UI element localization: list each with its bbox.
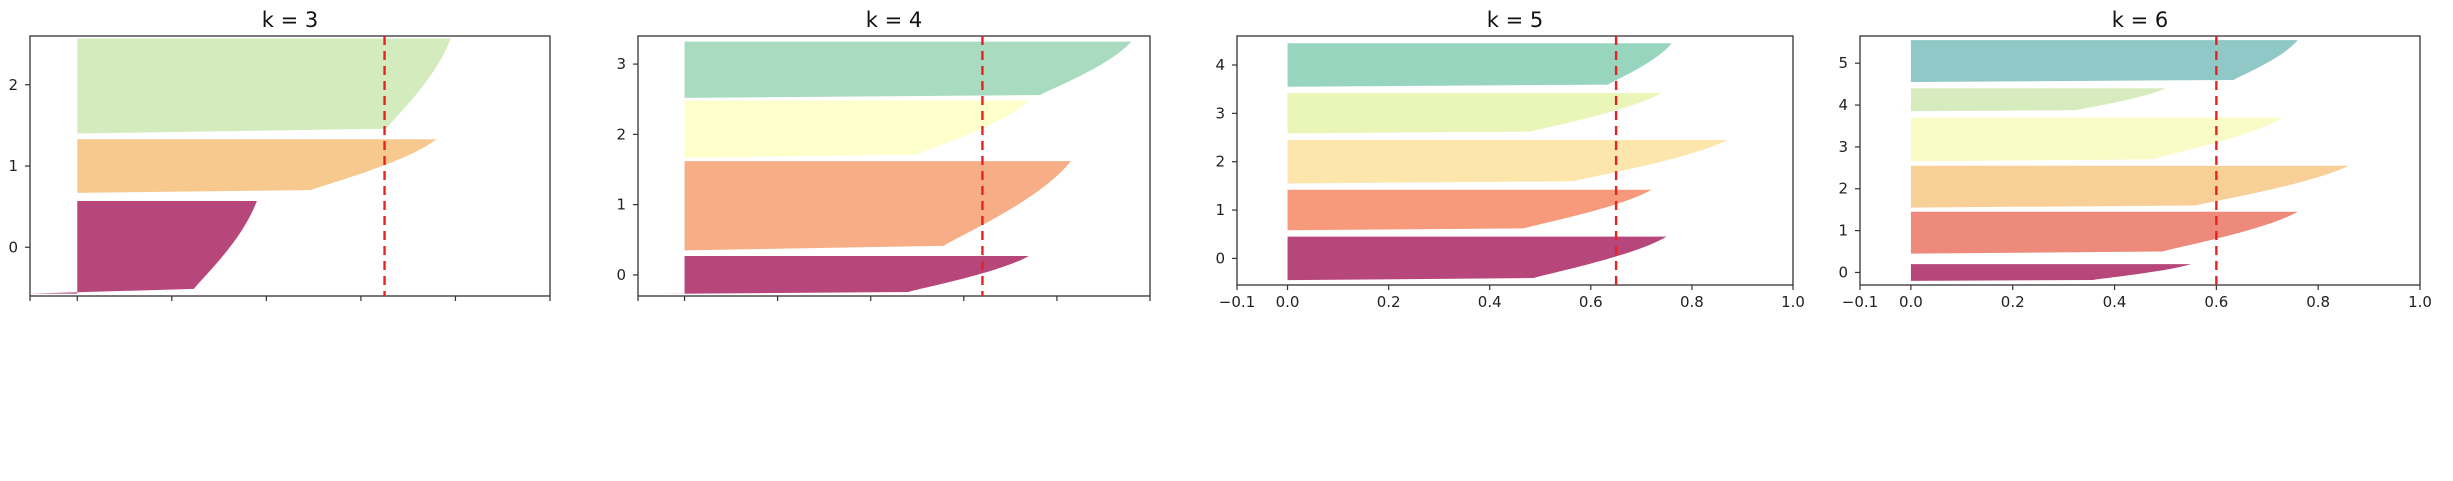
cluster-3-silhouette [1885, 117, 2283, 162]
y-tick-label: 1 [1838, 222, 1848, 240]
silhouette-plot-k4: k = 4 0 1 2 3 [616, 8, 1151, 301]
y-tick-label: 0 [1215, 249, 1225, 267]
y-tick-label: 3 [1838, 138, 1848, 156]
chart-title: k = 6 [2112, 8, 2168, 32]
y-tick-label: 1 [8, 157, 18, 175]
y-tick-label: 5 [1838, 54, 1848, 72]
cluster-5-silhouette [1910, 40, 2298, 83]
x-tick-label: −0.1 [1219, 293, 1255, 311]
y-tick-label: 2 [616, 125, 626, 143]
x-tick-label: 1.0 [1781, 293, 1805, 311]
chart-title: k = 4 [866, 8, 922, 32]
y-tick-label: 4 [1215, 56, 1225, 74]
cluster-2-silhouette [684, 100, 1029, 158]
chart-title: k = 3 [262, 8, 318, 32]
y-tick-label: 0 [616, 266, 626, 284]
x-tick-label: 0.0 [1899, 293, 1923, 311]
silhouette-plot-k3: k = 3 0 1 2 [8, 8, 551, 301]
cluster-1-silhouette [77, 139, 437, 193]
x-tick-label: 0.2 [1377, 293, 1401, 311]
y-tick-label: 3 [1215, 104, 1225, 122]
x-tick-label: 0.8 [1680, 293, 1704, 311]
chart-title: k = 5 [1487, 8, 1543, 32]
cluster-4-silhouette [1895, 88, 2166, 112]
x-tick-label: 0.4 [2103, 293, 2127, 311]
y-tick-label: 2 [8, 76, 18, 94]
x-tick-label: 0.4 [1478, 293, 1502, 311]
cluster-1-silhouette [1910, 211, 2298, 254]
cluster-1-silhouette [1272, 189, 1652, 231]
cluster-0-silhouette [1287, 236, 1667, 281]
x-tick-label: 1.0 [2408, 293, 2432, 311]
cluster-3-silhouette [1262, 93, 1662, 134]
y-tick-label: 2 [1215, 153, 1225, 171]
cluster-2-silhouette [1910, 165, 2349, 208]
y-tick-label: 4 [1838, 96, 1848, 114]
cluster-0-silhouette [30, 200, 257, 294]
cluster-4-silhouette [1287, 43, 1672, 87]
silhouette-plot-k5: k = 5 0 1 2 3 4 −0.1 0.0 0.2 0.4 0.6 0.8 1.0 [1215, 8, 1804, 311]
x-tick-label: 0.6 [2204, 293, 2228, 311]
y-tick-label: 0 [8, 238, 18, 256]
cluster-0-silhouette [1910, 264, 2191, 281]
plot-frame [1236, 35, 1794, 286]
x-tick-label: 0.2 [2001, 293, 2025, 311]
cluster-3-silhouette [684, 41, 1132, 98]
x-tick-label: 0.8 [2306, 293, 2330, 311]
cluster-0-silhouette [661, 255, 1029, 294]
cluster-1-silhouette [684, 161, 1071, 251]
cluster-2-silhouette [77, 38, 451, 134]
y-tick-label: 2 [1838, 180, 1848, 198]
y-tick-label: 1 [1215, 201, 1225, 219]
y-tick-label: 3 [616, 55, 626, 73]
x-tick-label: 0.6 [1579, 293, 1603, 311]
plot-frame [637, 35, 1151, 297]
silhouette-plot-k6: k = 6 0 1 2 3 4 5 −0.1 0.0 0.2 0.4 0.6 0.8 1.0 [1838, 8, 2431, 311]
x-tick-label: −0.1 [1842, 293, 1878, 311]
y-tick-label: 1 [616, 196, 626, 214]
cluster-2-silhouette [1287, 139, 1728, 184]
y-tick-label: 0 [1838, 263, 1848, 281]
plot-frame [1859, 35, 2421, 286]
x-tick-label: 0.0 [1276, 293, 1300, 311]
